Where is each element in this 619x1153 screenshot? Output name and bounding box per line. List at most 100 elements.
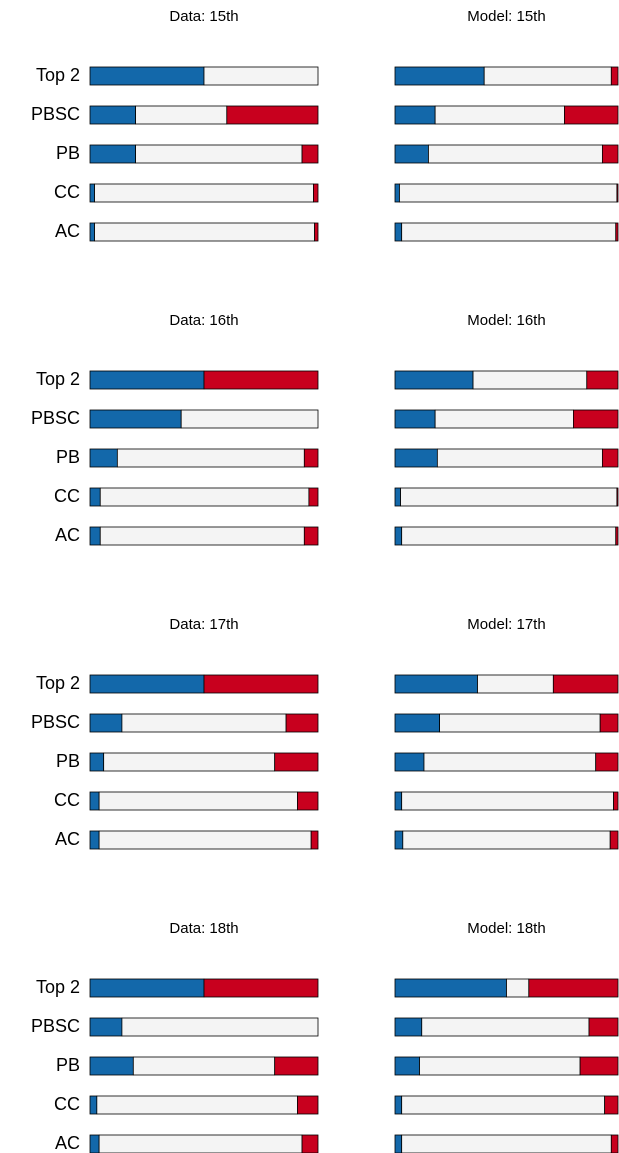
bar-segment bbox=[394, 222, 403, 242]
bar-segment bbox=[89, 1017, 123, 1037]
category-label: PB bbox=[56, 751, 80, 771]
bar-segment bbox=[116, 448, 305, 468]
bar-segment bbox=[401, 222, 617, 242]
bar-segment bbox=[573, 409, 619, 429]
bar-segment bbox=[609, 830, 619, 850]
bar-segment bbox=[89, 222, 95, 242]
bar-segment bbox=[135, 144, 303, 164]
bar-segment bbox=[203, 978, 319, 998]
bar-segment bbox=[310, 830, 319, 850]
bar-segment bbox=[98, 791, 298, 811]
bar-segment bbox=[428, 144, 603, 164]
bar-segment bbox=[135, 105, 228, 125]
bar-segment bbox=[98, 1134, 303, 1153]
bar-segment bbox=[506, 978, 530, 998]
bar-segment bbox=[483, 66, 612, 86]
bar-segment bbox=[528, 978, 619, 998]
bar-segment bbox=[297, 1095, 319, 1115]
bar-segment bbox=[203, 674, 319, 694]
bar-segment bbox=[394, 409, 436, 429]
bar-segment bbox=[297, 791, 319, 811]
category-label: Top 2 bbox=[36, 369, 80, 389]
bar-segment bbox=[89, 66, 205, 86]
bar-segment bbox=[401, 526, 617, 546]
bar-segment bbox=[434, 409, 574, 429]
bar-segment bbox=[394, 1134, 403, 1153]
bar-segment bbox=[552, 674, 619, 694]
category-label: PBSC bbox=[31, 104, 80, 124]
bar-segment bbox=[89, 370, 205, 390]
bar-segment bbox=[400, 487, 618, 507]
bar-segment bbox=[394, 791, 403, 811]
bar-segment bbox=[303, 526, 319, 546]
category-label: Top 2 bbox=[36, 673, 80, 693]
bar-segment bbox=[586, 370, 619, 390]
bar-segment bbox=[423, 752, 597, 772]
panel-title: Model: 16th bbox=[467, 312, 545, 329]
bar-segment bbox=[394, 66, 485, 86]
category-label: CC bbox=[54, 182, 80, 202]
bar-segment bbox=[394, 144, 429, 164]
bar-segment bbox=[472, 370, 588, 390]
bar-segment bbox=[394, 448, 438, 468]
category-label: PBSC bbox=[31, 1016, 80, 1036]
bar-segment bbox=[613, 791, 619, 811]
bar-segment bbox=[89, 1134, 100, 1153]
bar-segment bbox=[394, 183, 400, 203]
panel-title: Data: 17th bbox=[169, 616, 238, 633]
bar-segment bbox=[89, 526, 101, 546]
bar-segment bbox=[89, 830, 100, 850]
bar-segment bbox=[203, 66, 319, 86]
category-label: AC bbox=[55, 525, 80, 545]
bar-segment bbox=[96, 1095, 298, 1115]
bar-segment bbox=[434, 105, 565, 125]
bar-segment bbox=[121, 1017, 319, 1037]
panel-title: Model: 17th bbox=[467, 616, 545, 633]
bar-segment bbox=[203, 370, 319, 390]
category-label: AC bbox=[55, 829, 80, 849]
bar-segment bbox=[301, 144, 319, 164]
bar-segment bbox=[99, 526, 305, 546]
category-label: PB bbox=[56, 1055, 80, 1075]
category-label: AC bbox=[55, 221, 80, 241]
panel-title: Data: 18th bbox=[169, 920, 238, 937]
bar-segment bbox=[401, 1134, 612, 1153]
bar-segment bbox=[132, 1056, 276, 1076]
category-label: Top 2 bbox=[36, 65, 80, 85]
category-label: CC bbox=[54, 486, 80, 506]
bar-segment bbox=[89, 1056, 134, 1076]
bar-segment bbox=[89, 183, 95, 203]
bar-segment bbox=[94, 222, 315, 242]
bar-segment bbox=[274, 752, 319, 772]
bar-segment bbox=[89, 448, 118, 468]
panel-title: Data: 15th bbox=[169, 8, 238, 25]
bar-segment bbox=[615, 222, 619, 242]
bar-segment bbox=[610, 66, 619, 86]
panel-title: Model: 15th bbox=[467, 8, 545, 25]
bar-segment bbox=[89, 791, 100, 811]
bar-segment bbox=[89, 978, 205, 998]
bar-segment bbox=[180, 409, 319, 429]
category-label: PB bbox=[56, 447, 80, 467]
bar-segment bbox=[399, 183, 618, 203]
bar-segment bbox=[394, 713, 440, 733]
panel-title: Data: 16th bbox=[169, 312, 238, 329]
bar-segment bbox=[394, 1017, 423, 1037]
bar-segment bbox=[588, 1017, 619, 1037]
bar-segment bbox=[394, 1095, 403, 1115]
bar-segment bbox=[226, 105, 319, 125]
bar-segment bbox=[94, 183, 314, 203]
bar-segment bbox=[436, 448, 603, 468]
category-label: PB bbox=[56, 143, 80, 163]
bar-segment bbox=[99, 487, 310, 507]
bar-segment bbox=[394, 752, 425, 772]
bar-segment bbox=[89, 674, 205, 694]
category-label: CC bbox=[54, 790, 80, 810]
bar-segment bbox=[89, 105, 136, 125]
bar-segment bbox=[419, 1056, 581, 1076]
bar-segment bbox=[595, 752, 619, 772]
bar-segment bbox=[89, 1095, 98, 1115]
bar-segment bbox=[394, 1056, 420, 1076]
category-label: CC bbox=[54, 1094, 80, 1114]
